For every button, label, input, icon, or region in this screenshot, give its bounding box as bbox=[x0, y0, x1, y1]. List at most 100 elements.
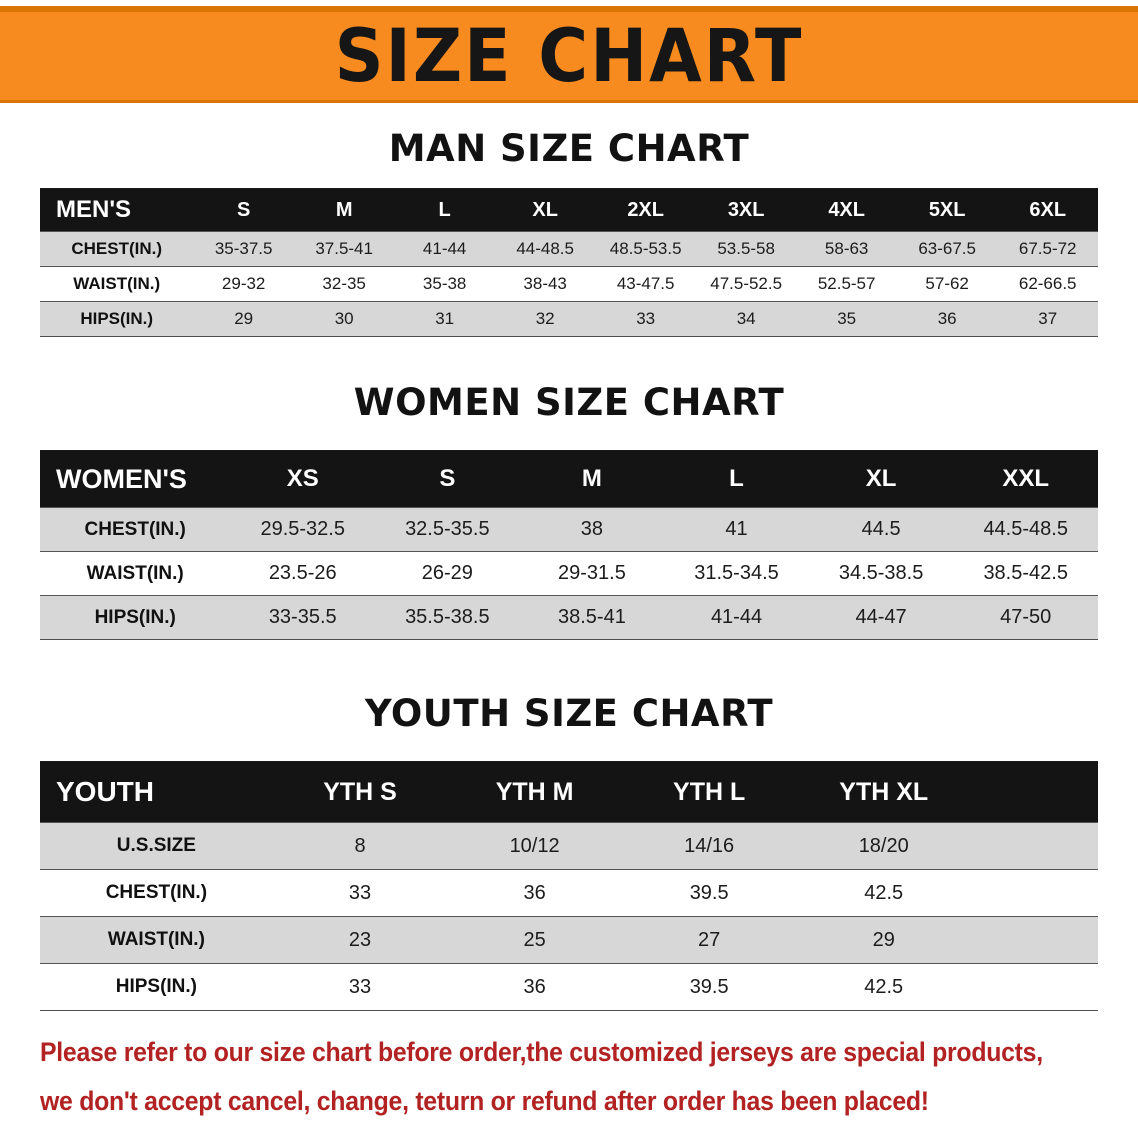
size-value-cell: 29.5-32.5 bbox=[260, 518, 345, 540]
size-value-cell: 52.5-57 bbox=[817, 274, 876, 293]
table-row: HIPS(IN.) 33-35.5 35.5-38.5 38.5-41 41-44 44-… bbox=[40, 595, 1098, 640]
size-column-header: 5XL bbox=[896, 188, 998, 232]
size-value-cell: 34 bbox=[736, 309, 756, 328]
size-column-header: S bbox=[193, 188, 294, 232]
size-value-cell: 23 bbox=[348, 928, 372, 951]
size-value-cell: 33 bbox=[348, 881, 372, 904]
size-value-cell: 8 bbox=[354, 834, 366, 857]
table-row: WAIST(IN.) 23.5-26 26-29 29-31.5 31.5-34.5 34… bbox=[40, 551, 1098, 596]
size-value-cell: 18/20 bbox=[858, 834, 909, 857]
womens-size-table: WOMEN'S XS S M L XL XXL CHEST(IN.) 29.5-32.5 32.5… bbox=[40, 450, 1098, 640]
size-value-cell: 67.5-72 bbox=[1018, 239, 1077, 258]
banner: SIZE CHART bbox=[0, 6, 1138, 103]
size-value-cell: 57-62 bbox=[925, 274, 969, 293]
size-value-cell: 38.5-42.5 bbox=[983, 562, 1068, 584]
row-label: WAIST(IN.) bbox=[73, 274, 161, 293]
mens-size-table: MEN'S S M L XL 2XL 3XL 4XL 5XL 6XL CHEST(IN.) 35-37… bbox=[40, 188, 1098, 337]
header-row: WOMEN'S XS S M L XL XXL bbox=[40, 450, 1098, 508]
footer-notice: Please refer to our size chart before or… bbox=[40, 1033, 1138, 1121]
row-label: HIPS(IN.) bbox=[115, 976, 198, 997]
table-row: U.S.SIZE 8 10/12 14/16 18/20 bbox=[40, 822, 1098, 870]
youth-size-table: YOUTH YTH S YTH M YTH L YTH XL U.S.SIZE 8 10/12… bbox=[40, 761, 1098, 1011]
size-value-cell: 32.5-35.5 bbox=[405, 518, 490, 540]
size-value-cell: 47-50 bbox=[1000, 606, 1052, 628]
table-row: WAIST(IN.) 29-32 32-35 35-38 38-43 43-47.5 47.… bbox=[40, 266, 1098, 302]
mens-size-table-grid: MEN'S S M L XL 2XL 3XL 4XL 5XL 6XL CHEST(IN.) 35-37… bbox=[40, 188, 1098, 337]
size-value-cell: 36 bbox=[937, 309, 957, 328]
filler-cell bbox=[971, 917, 1098, 964]
mens-heading: MAN SIZE CHART bbox=[388, 127, 750, 170]
size-value-cell: 53.5-58 bbox=[717, 239, 775, 258]
size-value-cell: 29 bbox=[234, 309, 254, 328]
row-label: HIPS(IN.) bbox=[94, 606, 176, 628]
size-value-cell: 42.5 bbox=[864, 881, 904, 904]
size-column-header: L bbox=[394, 188, 495, 232]
row-label: WAIST(IN.) bbox=[86, 562, 184, 584]
size-value-cell: 29-32 bbox=[221, 274, 266, 293]
size-column-header: YTH XL bbox=[796, 761, 971, 823]
size-value-cell: 42.5 bbox=[864, 975, 904, 998]
size-value-cell: 10/12 bbox=[509, 834, 560, 857]
size-value-cell: 44.5-48.5 bbox=[983, 518, 1068, 540]
size-column-header: XXL bbox=[953, 450, 1098, 508]
size-value-cell: 36 bbox=[523, 975, 546, 998]
table-row: WAIST(IN.) 23 25 27 29 bbox=[40, 916, 1098, 964]
size-value-cell: 47.5-52.5 bbox=[710, 274, 783, 293]
size-value-cell: 31 bbox=[435, 309, 455, 328]
header-row: YOUTH YTH S YTH M YTH L YTH XL bbox=[40, 761, 1098, 823]
row-label: CHEST(IN.) bbox=[84, 518, 186, 540]
size-column-header: YTH L bbox=[621, 761, 797, 823]
size-value-cell: 38-43 bbox=[523, 274, 567, 293]
size-column-header: L bbox=[664, 450, 809, 508]
row-label: CHEST(IN.) bbox=[105, 882, 208, 903]
size-value-cell: 36 bbox=[523, 881, 546, 904]
size-value-cell: 44.5 bbox=[861, 518, 901, 540]
youth-section: YOUTH SIZE CHART YOUTH YTH S YTH M YTH L YTH… bbox=[0, 692, 1138, 1011]
size-value-cell: 39.5 bbox=[689, 881, 729, 904]
size-value-cell: 48.5-53.5 bbox=[609, 239, 682, 258]
table-row: CHEST(IN.) 35-37.5 37.5-41 41-44 44-48.5 48.5… bbox=[40, 231, 1098, 267]
size-value-cell: 58-63 bbox=[824, 239, 869, 258]
table-title-cell: YOUTH bbox=[40, 761, 273, 823]
size-column-header: XL bbox=[808, 450, 954, 508]
size-value-cell: 41-44 bbox=[710, 606, 763, 628]
row-label: WAIST(IN.) bbox=[107, 929, 205, 950]
table-row: CHEST(IN.) 33 36 39.5 42.5 bbox=[40, 869, 1098, 917]
size-column-header: 6XL bbox=[997, 188, 1098, 232]
size-value-cell: 32 bbox=[535, 309, 555, 328]
size-value-cell: 33 bbox=[636, 309, 656, 328]
size-value-cell: 35.5-38.5 bbox=[405, 606, 490, 628]
table-title-cell: MEN'S bbox=[40, 188, 194, 232]
table-row: HIPS(IN.) 29 30 31 32 33 34 35 36 37 bbox=[40, 301, 1098, 337]
size-value-cell: 29 bbox=[872, 928, 895, 951]
size-column-header: XL bbox=[494, 188, 596, 232]
youth-heading: YOUTH SIZE CHART bbox=[364, 692, 774, 735]
size-value-cell: 26-29 bbox=[421, 562, 473, 584]
filler-cell bbox=[971, 964, 1098, 1011]
womens-size-table-grid: WOMEN'S XS S M L XL XXL CHEST(IN.) 29.5-32.5 32.5… bbox=[40, 450, 1098, 640]
size-value-cell: 35-37.5 bbox=[214, 239, 273, 258]
filler-cell bbox=[971, 823, 1098, 870]
youth-size-table-grid: YOUTH YTH S YTH M YTH L YTH XL U.S.SIZE 8 10/12… bbox=[40, 761, 1098, 1011]
size-value-cell: 27 bbox=[698, 928, 721, 951]
size-value-cell: 62-66.5 bbox=[1018, 274, 1077, 293]
mens-section: MAN SIZE CHART MEN'S S M L XL 2XL 3XL 4XL 5XL 6XL… bbox=[0, 127, 1138, 337]
notice-line-2: we don't accept cancel, change, teturn o… bbox=[40, 1086, 929, 1117]
size-value-cell: 30 bbox=[334, 309, 354, 328]
womens-heading: WOMEN SIZE CHART bbox=[353, 381, 785, 424]
size-value-cell: 37.5-41 bbox=[315, 239, 373, 258]
size-value-cell: 63-67.5 bbox=[918, 239, 976, 258]
size-value-cell: 29-31.5 bbox=[558, 562, 626, 584]
header-row: MEN'S S M L XL 2XL 3XL 4XL 5XL 6XL bbox=[40, 188, 1098, 232]
size-value-cell: 33-35.5 bbox=[268, 606, 337, 628]
size-value-cell: 39.5 bbox=[689, 975, 729, 998]
size-column-header: M bbox=[293, 188, 395, 232]
size-value-cell: 41 bbox=[725, 518, 748, 540]
size-value-cell: 33 bbox=[348, 975, 372, 998]
row-label: U.S.SIZE bbox=[116, 835, 196, 856]
size-column-header: 3XL bbox=[695, 188, 797, 232]
size-column-header: 4XL bbox=[796, 188, 897, 232]
table-title-cell: WOMEN'S bbox=[40, 450, 231, 508]
size-column-header: XS bbox=[230, 450, 376, 508]
page-title: SIZE CHART bbox=[334, 13, 804, 99]
